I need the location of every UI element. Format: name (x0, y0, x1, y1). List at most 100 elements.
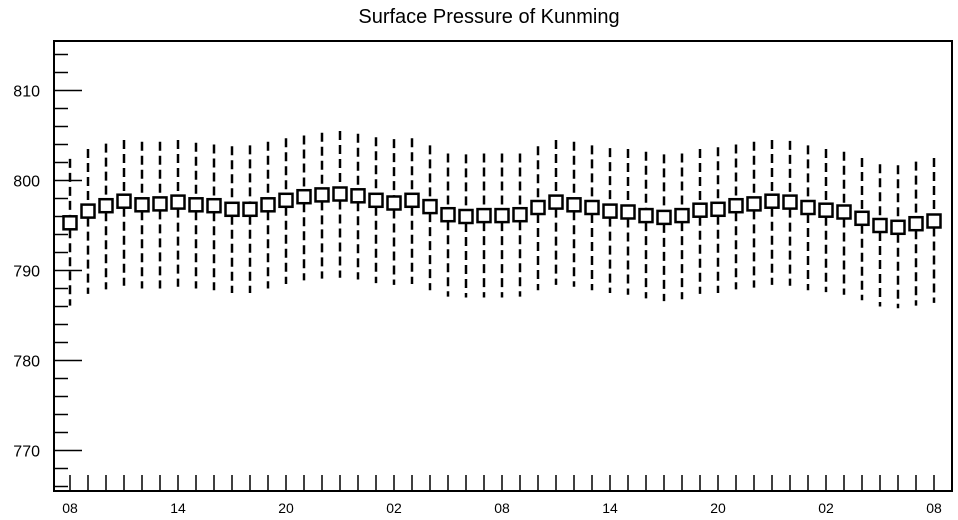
x-tick-label: 02 (818, 500, 834, 516)
box-mark (332, 131, 348, 278)
x-tick-label: 02 (386, 500, 402, 516)
box-mark (476, 153, 492, 298)
y-tick-label: 800 (13, 174, 40, 191)
box-mark (206, 144, 222, 291)
x-tick-label: 14 (170, 500, 186, 516)
x-tick-label: 20 (710, 500, 726, 516)
median-box (764, 193, 780, 209)
x-tick-label: 08 (494, 500, 510, 516)
box-mark (278, 138, 294, 284)
y-tick-label: 790 (13, 264, 40, 281)
median-box (800, 199, 816, 216)
box-mark (152, 141, 168, 289)
box-mark (368, 137, 384, 284)
median-box (818, 202, 834, 218)
box-mark (242, 145, 258, 293)
median-box (188, 197, 204, 213)
box-mark (314, 132, 330, 279)
box-mark (224, 146, 240, 293)
box-mark (692, 149, 708, 294)
box-mark (818, 149, 834, 293)
box-marks (62, 131, 942, 309)
box-mark (764, 140, 780, 285)
median-box (422, 198, 438, 215)
median-box (674, 207, 690, 224)
median-box (152, 196, 168, 212)
box-mark (386, 139, 402, 285)
median-box (116, 193, 132, 209)
median-box (836, 204, 852, 220)
box-mark (512, 153, 528, 297)
box-mark (116, 140, 132, 286)
median-box (350, 188, 366, 204)
box-mark (296, 135, 312, 281)
median-box (134, 197, 150, 213)
median-box (746, 196, 762, 212)
box-mark (926, 158, 942, 303)
x-tick-label: 08 (926, 500, 942, 516)
median-box (908, 215, 924, 232)
y-tick-label: 770 (13, 444, 40, 461)
plot-frame (53, 40, 953, 492)
x-tick-label: 20 (278, 500, 294, 516)
median-box (314, 187, 330, 203)
median-box (692, 202, 708, 218)
box-mark (530, 146, 546, 291)
median-box (458, 208, 474, 225)
median-box (242, 201, 258, 218)
median-box (80, 203, 96, 219)
median-box (602, 203, 618, 219)
median-box (98, 197, 114, 214)
box-mark (620, 149, 636, 295)
median-box (206, 197, 222, 214)
box-mark (800, 145, 816, 291)
median-box (872, 217, 888, 234)
median-box (260, 197, 276, 213)
median-box (278, 192, 294, 209)
box-mark (584, 145, 600, 291)
box-mark (422, 145, 438, 291)
axes: 770 780 790 800 810 08 14 20 02 08 14 20 02 08 (13, 40, 953, 516)
box-mark (674, 153, 690, 300)
median-box (728, 197, 744, 214)
x-tick-label: 14 (602, 500, 618, 516)
median-box (170, 194, 186, 210)
median-box (386, 195, 402, 211)
median-box (368, 192, 384, 209)
box-mark (908, 161, 924, 306)
median-box (782, 194, 798, 210)
chart-title: Surface Pressure of Kunming (358, 6, 619, 28)
box-mark (458, 154, 474, 298)
median-box (926, 213, 942, 229)
box-mark (872, 164, 888, 307)
median-box (620, 204, 636, 220)
median-box (584, 199, 600, 216)
box-mark (728, 144, 744, 290)
box-mark (494, 153, 510, 298)
box-mark (404, 138, 420, 284)
median-box (494, 207, 510, 224)
box-mark (98, 143, 114, 290)
x-tick-label: 08 (62, 500, 78, 516)
median-box (512, 206, 528, 223)
box-mark (188, 142, 204, 289)
box-mark (548, 140, 564, 285)
box-mark (440, 153, 456, 297)
median-box (440, 206, 456, 223)
box-mark (782, 140, 798, 286)
box-mark (80, 149, 96, 294)
median-box (638, 207, 654, 224)
median-box (296, 188, 312, 205)
box-mark (170, 140, 186, 287)
box-mark (350, 133, 366, 280)
median-box (890, 219, 906, 236)
y-tick-label: 780 (13, 354, 40, 371)
y-tick-label: 810 (13, 84, 40, 101)
median-box (566, 197, 582, 213)
box-mark (710, 147, 726, 293)
median-box (548, 194, 564, 210)
median-box (332, 186, 348, 202)
box-mark (566, 141, 582, 287)
median-box (710, 201, 726, 218)
